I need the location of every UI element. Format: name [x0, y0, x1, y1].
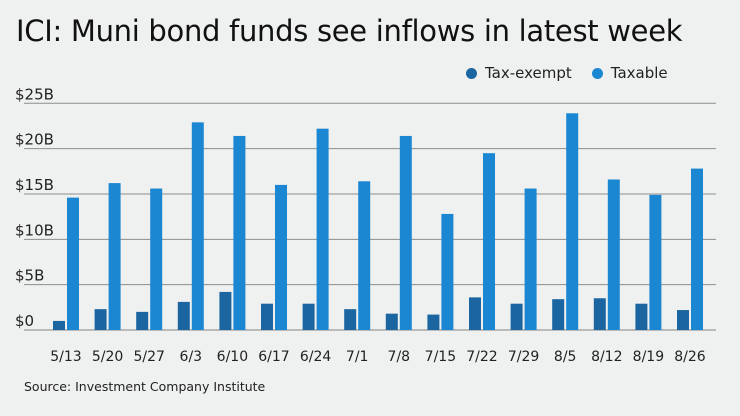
bar-taxable-7-29 [524, 188, 537, 330]
bar-tax-exempt-5-13 [53, 320, 65, 330]
y-tick-label: $20B [15, 131, 54, 149]
bar-tax-exempt-5-27 [136, 311, 149, 330]
bar-tax-exempt-8-5 [552, 299, 565, 330]
bar-taxable-6-24 [316, 128, 329, 330]
chart-title: ICI: Muni bond funds see inflows in late… [16, 14, 683, 48]
bar-tax-exempt-6-10 [219, 291, 232, 330]
bar-tax-exempt-7-1 [344, 309, 357, 330]
bar-taxable-8-12 [607, 179, 620, 330]
x-tick-label: 7/29 [508, 349, 539, 365]
y-axis-ticks: $0 $5B $10B $15B $20B $25B [15, 85, 54, 330]
bar-taxable-6-3 [191, 122, 204, 330]
legend-swatch-tax-exempt [466, 67, 477, 79]
bar-tax-exempt-7-29 [510, 303, 523, 330]
bar-taxable-5-27 [150, 188, 163, 330]
bar-tax-exempt-7-8 [385, 313, 398, 330]
bar-tax-exempt-5-20 [94, 309, 107, 330]
bar-tax-exempt-8-26 [677, 310, 689, 330]
bar-tax-exempt-7-22 [469, 297, 481, 330]
y-tick-label: $25B [15, 85, 54, 103]
x-tick-label: 7/22 [466, 349, 497, 365]
y-tick-label: $5B [15, 267, 44, 285]
bar-tax-exempt-6-17 [261, 303, 273, 330]
x-tick-label: 5/20 [92, 349, 123, 365]
x-tick-label: 8/26 [674, 349, 706, 365]
bars [53, 113, 703, 330]
x-tick-label: 8/19 [633, 349, 664, 365]
x-tick-label: 5/13 [50, 349, 81, 365]
legend-swatch-taxable [591, 67, 603, 79]
source-note: Source: Investment Company Institute [24, 379, 266, 394]
x-tick-label: 7/8 [388, 349, 411, 365]
x-axis-ticks: 5/13 5/20 5/27 6/3 6/10 6/17 6/24 7/1 7/8 7/15 7/2… [50, 349, 706, 365]
x-tick-label: 6/3 [180, 349, 203, 365]
legend-label-taxable: Taxable [610, 64, 668, 82]
legend: Tax-exempt Taxable [466, 64, 688, 82]
x-tick-label: 7/1 [346, 349, 369, 365]
bar-taxable-6-10 [233, 135, 246, 330]
x-tick-label: 7/15 [425, 349, 456, 365]
y-tick-label: $0 [15, 312, 34, 330]
x-tick-label: 6/17 [258, 349, 289, 365]
x-tick-label: 5/27 [133, 349, 164, 365]
bar-taxable-8-5 [566, 113, 579, 330]
bar-tax-exempt-6-24 [302, 303, 315, 330]
y-tick-label: $10B [15, 221, 54, 239]
legend-item-taxable: Taxable [591, 64, 668, 82]
bar-taxable-7-15 [441, 213, 454, 330]
bar-tax-exempt-6-3 [177, 301, 190, 330]
bar-tax-exempt-8-12 [593, 298, 606, 330]
bar-taxable-7-22 [483, 153, 495, 330]
y-tick-label: $15B [15, 176, 54, 194]
x-tick-label: 6/10 [217, 349, 248, 365]
bar-tax-exempt-7-15 [427, 314, 440, 330]
bar-taxable-8-19 [649, 194, 662, 330]
bar-taxable-5-13 [67, 197, 79, 330]
bar-taxable-6-17 [275, 184, 287, 330]
x-tick-label: 6/24 [300, 349, 332, 365]
x-tick-label: 8/5 [554, 349, 577, 365]
bar-taxable-5-20 [108, 183, 121, 330]
legend-label-tax-exempt: Tax-exempt [485, 64, 572, 82]
legend-item-tax-exempt: Tax-exempt [466, 64, 572, 82]
bar-taxable-7-1 [358, 181, 371, 330]
bar-taxable-8-26 [691, 168, 703, 330]
bar-tax-exempt-8-19 [635, 303, 648, 330]
bar-taxable-7-8 [399, 135, 412, 330]
x-tick-label: 8/12 [591, 349, 622, 365]
